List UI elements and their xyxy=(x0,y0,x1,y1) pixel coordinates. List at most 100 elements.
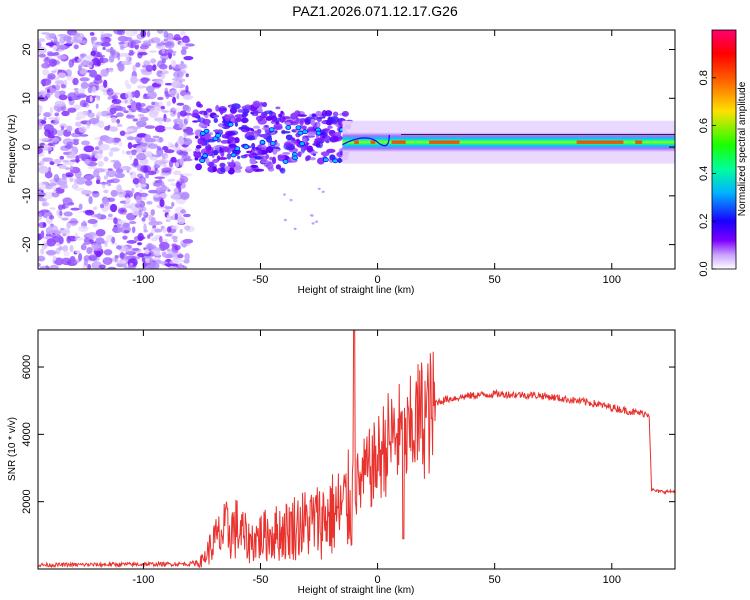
transition-blob xyxy=(228,135,235,142)
transition-blob xyxy=(237,109,244,113)
noise-speckle xyxy=(73,140,79,146)
transition-blob xyxy=(269,156,273,161)
noise-speckle xyxy=(169,89,179,97)
noise-speckle xyxy=(138,51,148,56)
noise-speckle xyxy=(145,85,155,93)
noise-speckle xyxy=(108,150,114,157)
noise-speckle xyxy=(108,54,115,63)
noise-speckle xyxy=(68,60,73,69)
transition-peak xyxy=(322,157,329,163)
noise-speckle xyxy=(84,179,93,186)
transition-peak xyxy=(268,127,275,132)
noise-speckle xyxy=(38,46,47,54)
noise-speckle xyxy=(141,79,148,84)
noise-speckle xyxy=(87,65,92,69)
spectrogram-ytick-label: 0 xyxy=(21,144,33,150)
noise-speckle xyxy=(107,168,114,171)
noise-speckle xyxy=(179,228,183,234)
noise-speckle xyxy=(124,99,128,104)
noise-speckle xyxy=(49,207,56,210)
noise-speckle xyxy=(123,110,129,114)
noise-speckle xyxy=(86,121,91,129)
noise-speckle xyxy=(95,250,102,258)
noise-speckle xyxy=(106,115,111,119)
noise-speckle xyxy=(113,30,124,35)
noise-speckle xyxy=(178,137,185,146)
transition-blob xyxy=(219,162,226,168)
transition-blob xyxy=(261,155,268,163)
noise-speckle xyxy=(157,261,169,264)
noise-speckle xyxy=(185,85,189,93)
snr-xtick-label: -50 xyxy=(253,574,269,586)
noise-speckle xyxy=(42,94,46,98)
noise-speckle xyxy=(39,266,48,269)
transition-blob xyxy=(257,144,262,149)
noise-speckle xyxy=(108,69,114,73)
noise-speckle xyxy=(75,155,80,164)
noise-speckle xyxy=(110,189,118,197)
noise-speckle xyxy=(141,64,148,68)
noise-speckle xyxy=(78,203,83,210)
noise-speckle xyxy=(106,179,115,184)
noise-speckle xyxy=(43,57,51,64)
noise-speckle xyxy=(70,32,81,36)
noise-speckle xyxy=(150,216,156,225)
noise-speckle xyxy=(121,149,125,155)
noise-speckle xyxy=(103,156,109,162)
noise-speckle xyxy=(138,192,149,197)
noise-speckle xyxy=(53,36,58,45)
transition-blob xyxy=(191,112,200,118)
transition-blob xyxy=(218,156,228,160)
transition-blob xyxy=(272,148,278,155)
noise-speckle xyxy=(161,45,166,54)
transition-blob xyxy=(310,151,319,154)
noise-speckle xyxy=(165,233,173,237)
noise-speckle xyxy=(122,222,130,228)
noise-speckle xyxy=(44,129,51,137)
noise-speckle xyxy=(88,239,94,243)
noise-speckle xyxy=(133,90,141,99)
transition-blob xyxy=(227,161,231,165)
noise-speckle xyxy=(73,178,77,185)
snr-series-layer xyxy=(38,330,675,569)
noise-speckle xyxy=(180,31,186,36)
noise-speckle xyxy=(54,257,64,266)
noise-speckle xyxy=(289,198,293,202)
spectrogram-xtick-label: 0 xyxy=(375,274,381,286)
noise-speckle xyxy=(153,117,164,122)
snr-xtick-label: -100 xyxy=(132,574,154,586)
noise-speckle xyxy=(159,192,168,198)
noise-speckle xyxy=(179,157,184,166)
chart-title: PAZ1.2026.071.12.17.G26 xyxy=(292,3,458,19)
noise-speckle xyxy=(38,147,43,155)
noise-speckle xyxy=(182,173,193,177)
signal-hot-segment xyxy=(370,140,376,144)
transition-blob xyxy=(261,134,269,138)
noise-speckle xyxy=(115,260,126,264)
noise-speckle xyxy=(48,142,56,147)
transition-blob xyxy=(241,108,250,114)
noise-speckle xyxy=(54,112,60,117)
noise-speckle xyxy=(41,202,50,207)
noise-speckle xyxy=(107,213,113,218)
transition-blob xyxy=(306,145,314,153)
transition-blob xyxy=(245,166,252,170)
noise-speckle xyxy=(66,125,73,132)
noise-speckle xyxy=(42,69,50,76)
noise-speckle xyxy=(38,107,43,115)
noise-speckle xyxy=(102,257,113,266)
noise-speckle xyxy=(123,37,129,41)
noise-speckle xyxy=(161,110,170,113)
spectrogram-frame xyxy=(37,29,676,270)
noise-speckle xyxy=(57,33,68,37)
colorbar-tick-label: 0.0 xyxy=(698,261,710,276)
noise-speckle xyxy=(53,174,60,183)
noise-speckle xyxy=(48,215,55,220)
noise-speckle xyxy=(100,34,105,42)
noise-speckle xyxy=(180,193,190,201)
noise-speckle xyxy=(117,52,121,61)
noise-speckle xyxy=(93,206,98,211)
noise-speckle xyxy=(78,153,88,159)
noise-speckle xyxy=(293,227,297,231)
noise-speckle xyxy=(88,254,98,261)
